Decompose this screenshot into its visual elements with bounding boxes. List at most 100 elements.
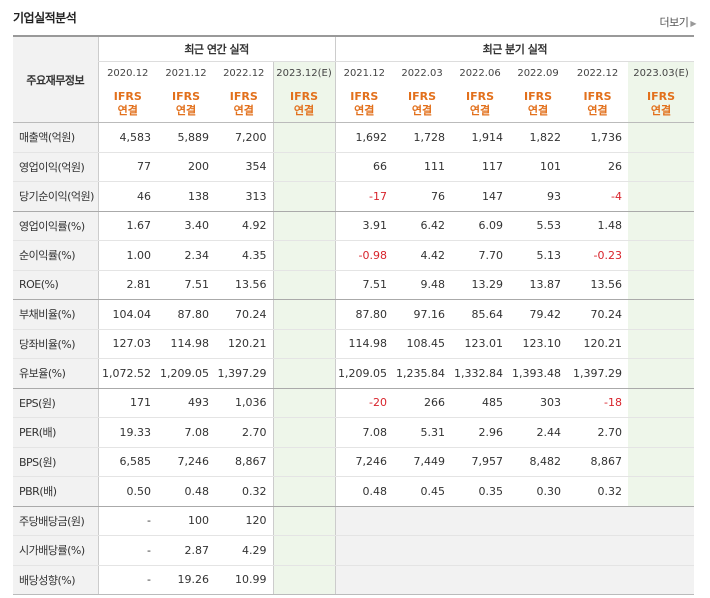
value-cell: 13.56 <box>567 270 629 300</box>
value-cell <box>272 358 336 389</box>
value-cell: 8,867 <box>215 447 273 477</box>
value-cell: 1,914 <box>451 122 510 153</box>
standard-top: IFRS <box>229 89 258 103</box>
value-cell: 1,692 <box>334 122 394 153</box>
value-cell: 7,200 <box>215 122 273 153</box>
value-cell <box>393 565 452 595</box>
value-cell <box>272 329 336 359</box>
section-title: 기업실적분석 <box>13 11 77 25</box>
value-cell <box>628 535 695 566</box>
financial-table: 주요재무정보 최근 연간 실적 최근 분기 실적 2020.12 2021.12 2… <box>13 35 695 595</box>
more-link[interactable]: 더보기 ▶ <box>659 14 696 30</box>
value-cell: 85.64 <box>451 299 510 330</box>
value-cell: 8,867 <box>567 447 629 477</box>
value-cell: 1,332.84 <box>451 358 510 389</box>
value-cell: 1,822 <box>509 122 568 153</box>
value-cell <box>628 358 695 389</box>
value-cell: 5,889 <box>157 122 215 153</box>
value-cell: 1,209.05 <box>157 358 215 389</box>
value-cell: -18 <box>567 388 629 418</box>
standard-bottom: 연결 <box>587 103 608 117</box>
value-cell <box>451 535 510 566</box>
value-cell <box>272 152 336 182</box>
corner-label: 주요재무정보 <box>13 35 98 123</box>
value-cell <box>628 476 695 507</box>
standard-top: IFRS <box>524 89 553 103</box>
value-cell: - <box>97 535 157 566</box>
value-cell: 9.48 <box>393 270 452 300</box>
value-cell <box>509 565 568 595</box>
value-cell <box>272 506 336 536</box>
value-cell <box>628 388 695 418</box>
value-cell: 66 <box>334 152 394 182</box>
value-cell <box>567 565 629 595</box>
value-cell: 7.70 <box>451 240 510 271</box>
value-cell: 1.48 <box>567 211 629 241</box>
value-cell <box>628 447 695 477</box>
value-cell <box>628 329 695 359</box>
row-label: 부채비율(%) <box>13 299 98 330</box>
value-cell <box>567 535 629 566</box>
value-cell: 1.67 <box>97 211 157 241</box>
row-label: 매출액(억원) <box>13 122 98 153</box>
value-cell: 114.98 <box>334 329 394 359</box>
chevron-right-icon: ▶ <box>690 19 696 28</box>
value-cell <box>628 181 695 212</box>
value-cell: 4.29 <box>215 535 273 566</box>
standard-cell: IFRS 연결 <box>509 85 568 123</box>
value-cell: -17 <box>334 181 394 212</box>
standard-top: IFRS <box>408 89 437 103</box>
value-cell: 97.16 <box>393 299 452 330</box>
value-cell: 4,583 <box>97 122 157 153</box>
value-cell <box>509 535 568 566</box>
value-cell <box>272 299 336 330</box>
standard-top: IFRS <box>350 89 379 103</box>
value-cell: 6.42 <box>393 211 452 241</box>
value-cell: 120.21 <box>567 329 629 359</box>
table-row: 당기순이익(억원) 46 138 313 -17 76 147 93 -4 <box>13 181 695 212</box>
standard-top: IFRS <box>172 89 200 103</box>
value-cell: 127.03 <box>97 329 157 359</box>
value-cell: 1,072.52 <box>97 358 157 389</box>
value-cell: 2.34 <box>157 240 215 271</box>
value-cell: 1,728 <box>393 122 452 153</box>
value-cell: -4 <box>567 181 629 212</box>
value-cell: 0.32 <box>567 476 629 507</box>
value-cell: 5.13 <box>509 240 568 271</box>
value-cell <box>451 565 510 595</box>
value-cell: 7,246 <box>157 447 215 477</box>
row-label: BPS(원) <box>13 447 98 477</box>
value-cell <box>272 535 336 566</box>
table-row: 시가배당률(%) -2.87 4.29 <box>13 535 695 566</box>
value-cell: 87.80 <box>157 299 215 330</box>
value-cell: 485 <box>451 388 510 418</box>
value-cell: 70.24 <box>567 299 629 330</box>
standard-bottom: 연결 <box>175 103 197 117</box>
value-cell <box>628 299 695 330</box>
standard-cell: IFRS 연결 <box>628 85 695 123</box>
value-cell: 0.50 <box>97 476 157 507</box>
row-label: PBR(배) <box>13 476 98 507</box>
value-cell: 111 <box>393 152 452 182</box>
value-cell: 19.26 <box>157 565 215 595</box>
row-label: EPS(원) <box>13 388 98 418</box>
value-cell: 171 <box>97 388 157 418</box>
value-cell: 4.42 <box>393 240 452 271</box>
value-cell: - <box>97 506 157 536</box>
value-cell: 13.87 <box>509 270 568 300</box>
value-cell: 26 <box>567 152 629 182</box>
value-cell <box>628 565 695 595</box>
value-cell <box>272 417 336 448</box>
period-header: 2020.12 <box>97 61 157 85</box>
value-cell <box>272 270 336 300</box>
value-cell: 100 <box>157 506 215 536</box>
standard-top: IFRS <box>583 89 612 103</box>
value-cell: 138 <box>157 181 215 212</box>
value-cell: 123.01 <box>451 329 510 359</box>
value-cell: 266 <box>393 388 452 418</box>
value-cell: 7.51 <box>157 270 215 300</box>
value-cell: 77 <box>97 152 157 182</box>
value-cell <box>628 506 695 536</box>
value-cell <box>628 152 695 182</box>
value-cell <box>628 270 695 300</box>
